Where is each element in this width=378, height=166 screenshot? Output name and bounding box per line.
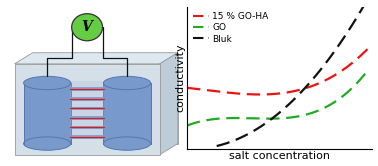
- Polygon shape: [70, 81, 104, 139]
- Polygon shape: [160, 53, 178, 155]
- Polygon shape: [70, 87, 104, 91]
- Legend: 15 % GO-HA, GO, Bluk: 15 % GO-HA, GO, Bluk: [192, 11, 270, 44]
- Polygon shape: [33, 53, 178, 144]
- Polygon shape: [14, 53, 178, 64]
- Ellipse shape: [104, 76, 150, 90]
- Polygon shape: [14, 64, 160, 155]
- Polygon shape: [23, 83, 71, 144]
- Text: V: V: [82, 20, 93, 34]
- Polygon shape: [104, 83, 150, 144]
- X-axis label: salt concentration: salt concentration: [229, 151, 330, 161]
- Ellipse shape: [104, 137, 150, 150]
- Polygon shape: [70, 116, 104, 120]
- Ellipse shape: [23, 76, 71, 90]
- Ellipse shape: [23, 137, 71, 150]
- Circle shape: [72, 14, 102, 41]
- Polygon shape: [70, 97, 104, 101]
- Polygon shape: [70, 135, 104, 139]
- Y-axis label: conductivity: conductivity: [176, 44, 186, 112]
- Polygon shape: [70, 126, 104, 129]
- Polygon shape: [70, 107, 104, 110]
